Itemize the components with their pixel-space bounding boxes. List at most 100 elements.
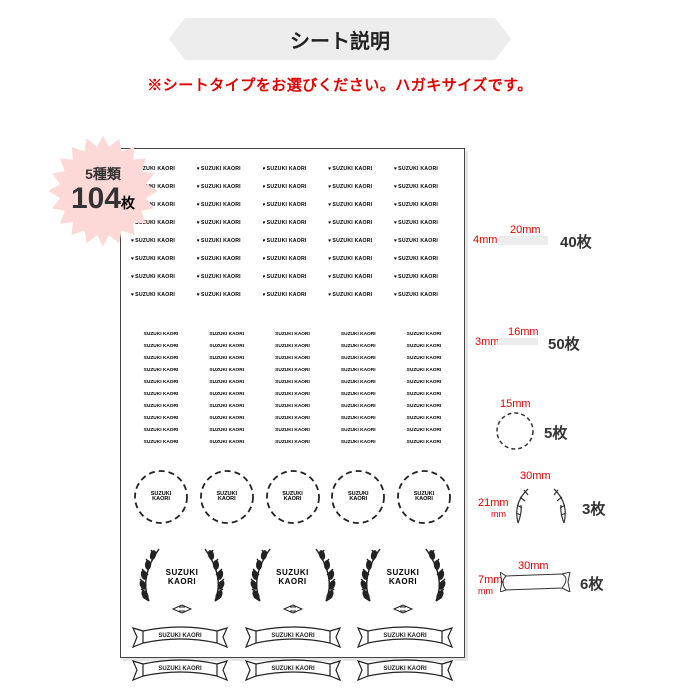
dim-h5: 7mmmm bbox=[478, 575, 502, 597]
plain-label: SUZUKI KAORI bbox=[328, 377, 388, 387]
heart-label: SUZUKI KAORI bbox=[197, 251, 257, 266]
heart-row: SUZUKI KAORISUZUKI KAORISUZUKI KAORISUZU… bbox=[131, 215, 454, 230]
svg-text:SUZUKI KAORI: SUZUKI KAORI bbox=[271, 633, 315, 639]
svg-text:SUZUKI KAORI: SUZUKI KAORI bbox=[383, 633, 427, 639]
sample-banner bbox=[500, 572, 572, 592]
plain-row: SUZUKI KAORISUZUKI KAORISUZUKI KAORISUZU… bbox=[131, 437, 454, 447]
plain-label: SUZUKI KAORI bbox=[328, 353, 388, 363]
starburst-badge: 5種類 104枚 bbox=[45, 133, 161, 249]
sample-laurel bbox=[508, 483, 574, 531]
count-1: 40枚 bbox=[560, 231, 592, 252]
plain-label: SUZUKI KAORI bbox=[131, 365, 191, 375]
plain-label: SUZUKI KAORI bbox=[263, 341, 323, 351]
heart-label: SUZUKI KAORI bbox=[328, 197, 388, 212]
plain-label: SUZUKI KAORI bbox=[131, 341, 191, 351]
wreath-sticker: SUZUKIKAORI bbox=[394, 467, 454, 527]
plain-row: SUZUKI KAORISUZUKI KAORISUZUKI KAORISUZU… bbox=[131, 329, 454, 339]
plain-label: SUZUKI KAORI bbox=[394, 377, 454, 387]
plain-label: SUZUKI KAORI bbox=[131, 377, 191, 387]
laurel-sticker: SUZUKIKAORI bbox=[352, 539, 454, 617]
plain-label: SUZUKI KAORI bbox=[263, 389, 323, 399]
plain-label: SUZUKI KAORI bbox=[197, 365, 257, 375]
dim-w1: 20mm bbox=[510, 224, 541, 236]
heart-label: SUZUKI KAORI bbox=[394, 215, 454, 230]
header-title: シート説明 bbox=[290, 25, 390, 54]
heart-row: SUZUKI KAORISUZUKI KAORISUZUKI KAORISUZU… bbox=[131, 287, 454, 302]
plain-label: SUZUKI KAORI bbox=[263, 413, 323, 423]
plain-label: SUZUKI KAORI bbox=[328, 413, 388, 423]
laurel-sticker: SUZUKIKAORI bbox=[242, 539, 344, 617]
plain-label: SUZUKI KAORI bbox=[328, 425, 388, 435]
plain-label: SUZUKI KAORI bbox=[394, 437, 454, 447]
plain-label: SUZUKI KAORI bbox=[328, 389, 388, 399]
heart-label: SUZUKI KAORI bbox=[197, 233, 257, 248]
plain-label: SUZUKI KAORI bbox=[131, 353, 191, 363]
plain-label: SUZUKI KAORI bbox=[197, 341, 257, 351]
sample-bar-2 bbox=[498, 338, 538, 345]
heart-label: SUZUKI KAORI bbox=[263, 215, 323, 230]
heart-label: SUZUKI KAORI bbox=[197, 215, 257, 230]
banner-area: SUZUKI KAORI SUZUKI KAORI SUZUKI KAORI SUZU… bbox=[131, 625, 454, 683]
heart-label: SUZUKI KAORI bbox=[394, 161, 454, 176]
plain-label: SUZUKI KAORI bbox=[197, 401, 257, 411]
dim-w5: 30mm bbox=[518, 560, 549, 572]
dim-w2: 16mm bbox=[508, 326, 539, 338]
banner-sticker: SUZUKI KAORI bbox=[131, 625, 229, 650]
plain-label: SUZUKI KAORI bbox=[197, 425, 257, 435]
plain-label: SUZUKI KAORI bbox=[263, 377, 323, 387]
subtitle: ※シートタイプをお選びください。ハガキサイズです。 bbox=[0, 74, 680, 95]
svg-text:SUZUKI KAORI: SUZUKI KAORI bbox=[158, 666, 202, 672]
plain-label: SUZUKI KAORI bbox=[197, 389, 257, 399]
header-ribbon: シート説明 bbox=[185, 18, 495, 60]
heart-label: SUZUKI KAORI bbox=[394, 233, 454, 248]
sticker-sheet: SUZUKI KAORI SUZUKI KAORI SUZUKI KAORI SUZU… bbox=[120, 148, 465, 658]
dim-d3: 15mm bbox=[500, 398, 531, 410]
plain-label: SUZUKI KAORI bbox=[131, 425, 191, 435]
plain-row: SUZUKI KAORISUZUKI KAORISUZUKI KAORISUZU… bbox=[131, 401, 454, 411]
heart-label: SUZUKI KAORI bbox=[394, 179, 454, 194]
plain-label: SUZUKI KAORI bbox=[197, 353, 257, 363]
plain-label: SUZUKI KAORI bbox=[394, 425, 454, 435]
heart-row: SUZUKI KAORISUZUKI KAORISUZUKI KAORISUZU… bbox=[131, 251, 454, 266]
starburst-unit: 枚 bbox=[121, 195, 135, 211]
heart-label: SUZUKI KAORI bbox=[197, 197, 257, 212]
heart-label: SUZUKI KAORI bbox=[263, 287, 323, 302]
wreath-sticker: SUZUKIKAORI bbox=[197, 467, 257, 527]
starburst-big: 104 bbox=[71, 182, 121, 215]
heart-label: SUZUKI KAORI bbox=[328, 179, 388, 194]
count-4: 3枚 bbox=[582, 498, 605, 519]
plain-row: SUZUKI KAORI SUZUKI KAORI SUZUKI KAORI SUZU… bbox=[131, 425, 454, 435]
plain-label: SUZUKI KAORI bbox=[394, 329, 454, 339]
heart-label: SUZUKI KAORI bbox=[394, 287, 454, 302]
plain-row: SUZUKI KAORI SUZUKI KAORI SUZUKI KAORI SUZU… bbox=[131, 353, 454, 363]
heart-label-area: SUZUKI KAORI SUZUKI KAORI SUZUKI KAORI SUZU… bbox=[131, 161, 454, 316]
banner-sticker: SUZUKI KAORI bbox=[244, 625, 342, 650]
heart-label: SUZUKI KAORI bbox=[263, 269, 323, 284]
plain-row: SUZUKI KAORI SUZUKI KAORI SUZUKI KAORI SUZU… bbox=[131, 389, 454, 399]
banner-sticker: SUZUKI KAORI bbox=[244, 658, 342, 683]
plain-label: SUZUKI KAORI bbox=[197, 377, 257, 387]
laurel-area: SUZUKIKAORISUZUKIKAORISUZUKIKAORI bbox=[131, 539, 454, 617]
count-5: 6枚 bbox=[580, 573, 603, 594]
heart-label: SUZUKI KAORI bbox=[263, 161, 323, 176]
count-2: 50枚 bbox=[548, 333, 580, 354]
wreath-sticker: SUZUKIKAORI bbox=[328, 467, 388, 527]
heart-label: SUZUKI KAORI bbox=[263, 233, 323, 248]
plain-row: SUZUKI KAORI SUZUKI KAORI SUZUKI KAORI SUZU… bbox=[131, 365, 454, 375]
plain-label: SUZUKI KAORI bbox=[197, 329, 257, 339]
heart-row: SUZUKI KAORISUZUKI KAORISUZUKI KAORISUZU… bbox=[131, 197, 454, 212]
dim-h4: 21mmmm bbox=[478, 498, 506, 520]
plain-row: SUZUKI KAORISUZUKI KAORISUZUKI KAORISUZU… bbox=[131, 413, 454, 423]
plain-label: SUZUKI KAORI bbox=[394, 401, 454, 411]
heart-row: SUZUKI KAORISUZUKI KAORISUZUKI KAORISUZU… bbox=[131, 161, 454, 176]
plain-label: SUZUKI KAORI bbox=[394, 365, 454, 375]
plain-label: SUZUKI KAORI bbox=[328, 365, 388, 375]
plain-label: SUZUKI KAORI bbox=[263, 353, 323, 363]
svg-text:SUZUKI KAORI: SUZUKI KAORI bbox=[383, 666, 427, 672]
plain-label: SUZUKI KAORI bbox=[131, 329, 191, 339]
heart-row: SUZUKI KAORISUZUKI KAORISUZUKI KAORISUZU… bbox=[131, 269, 454, 284]
plain-label: SUZUKI KAORI bbox=[328, 401, 388, 411]
plain-label: SUZUKI KAORI bbox=[131, 389, 191, 399]
dim-w4: 30mm bbox=[520, 470, 551, 482]
heart-label: SUZUKI KAORI bbox=[263, 251, 323, 266]
